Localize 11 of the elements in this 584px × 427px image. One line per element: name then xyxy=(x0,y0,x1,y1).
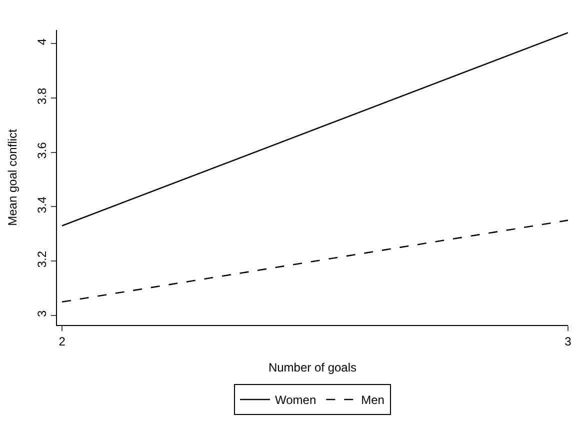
y-tick-label: 4 xyxy=(35,38,50,46)
x-tick-label: 2 xyxy=(58,334,66,348)
y-tick-label: 3.8 xyxy=(35,88,50,105)
x-axis-title: Number of goals xyxy=(268,360,357,374)
y-tick-label: 3.4 xyxy=(35,196,50,214)
legend-label: Women xyxy=(275,393,316,408)
y-tick-label: 3.6 xyxy=(35,142,50,159)
y-tick-label: 3 xyxy=(35,310,50,318)
y-axis-title: Mean goal conflict xyxy=(6,128,20,226)
y-tick-label: 3.2 xyxy=(35,250,50,268)
legend-label: Men xyxy=(361,393,384,408)
